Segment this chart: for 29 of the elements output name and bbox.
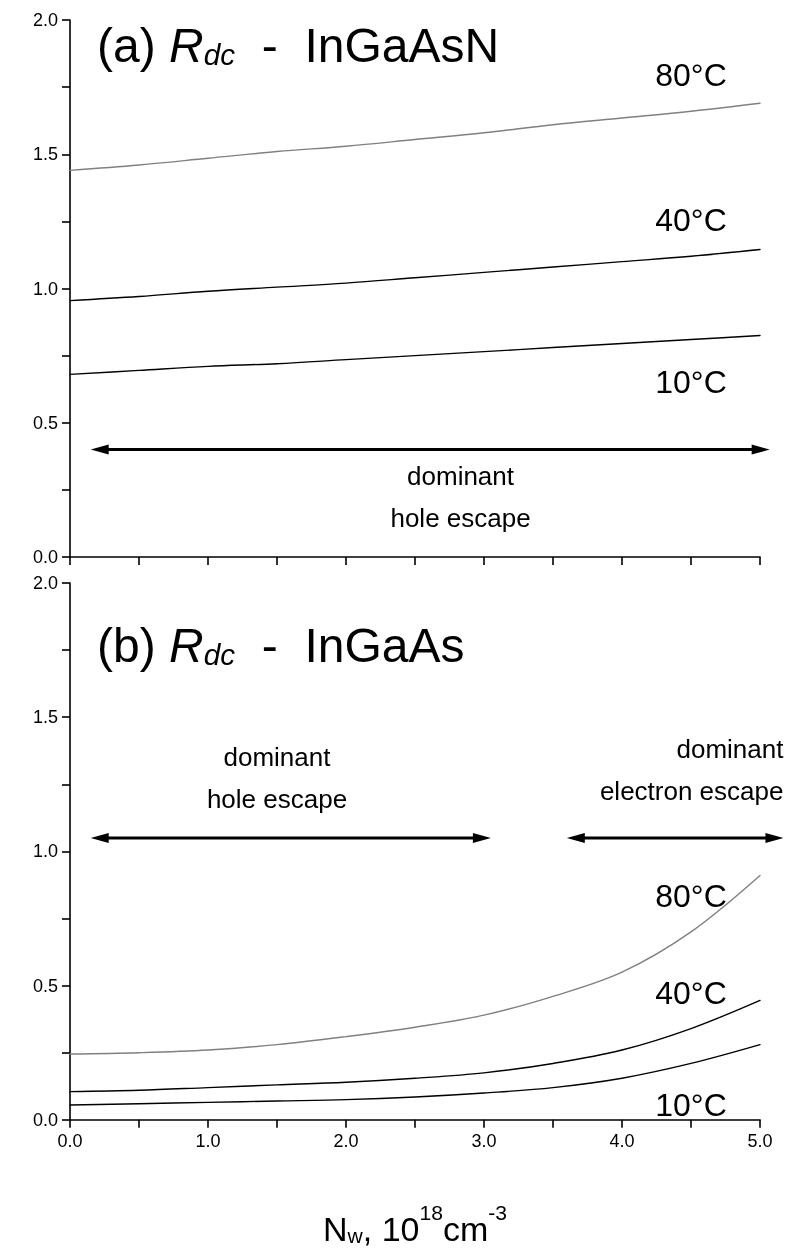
y-tick-label: 1.0 [32, 841, 58, 862]
y-tick-label: 2.0 [32, 573, 58, 593]
x-tick-label: 1.0 [195, 1130, 221, 1151]
y-tick-label: 1.5 [32, 707, 58, 728]
line-series [69, 102, 761, 172]
y-tick-label: 0.5 [32, 975, 58, 996]
y-tick-label: 2.0 [32, 10, 58, 30]
chart-title: (a) Rdc - InGaAsN [97, 18, 500, 72]
x-tick-label: 5.0 [747, 1130, 773, 1151]
x-tick-label: 4.0 [609, 1130, 635, 1151]
series-label: 40°C [655, 974, 727, 1011]
text: (b) Rdc - InGaAs [97, 618, 465, 672]
y-tick-label: 1.5 [32, 144, 58, 165]
annotation: dominant hole escape [206, 741, 348, 814]
y-tick-label: 0.0 [32, 1109, 58, 1130]
y-tick-label: 0.5 [32, 412, 58, 433]
series-label: 80°C [655, 877, 727, 914]
y-tick-label: 1.0 [32, 278, 58, 299]
annotation: dominant hole escape [390, 460, 531, 533]
y-tick-label: 0.0 [32, 547, 58, 567]
series-label: 10°C [655, 1087, 727, 1124]
annotation: dominant electron escape [599, 733, 785, 806]
x-tick-label: 0.0 [57, 1130, 83, 1151]
series-label: 80°C [655, 57, 727, 94]
x-tick-label: 2.0 [333, 1130, 359, 1151]
x-tick-label: 3.0 [471, 1130, 497, 1151]
series-label: 40°C [655, 202, 727, 239]
line-series [69, 874, 761, 1055]
series-label: 10°C [655, 363, 727, 400]
